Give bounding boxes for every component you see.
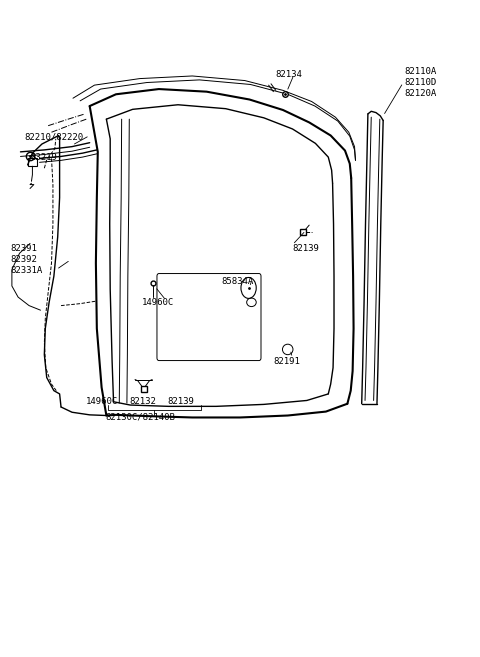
Text: 82191: 82191 [274,357,300,366]
Text: 82132: 82132 [129,397,156,406]
Bar [28,158,37,166]
Text: 83219: 83219 [30,152,57,162]
Text: 82130C/82140B: 82130C/82140B [106,413,175,421]
Text: 82210/82220: 82210/82220 [24,132,84,141]
Text: 85834A: 85834A [221,277,253,286]
Text: 82331A: 82331A [10,267,42,275]
Text: 82110A: 82110A [405,67,437,76]
Text: 82391: 82391 [10,244,37,253]
Text: 82110D: 82110D [405,78,437,87]
Text: 82134: 82134 [276,70,303,79]
Text: 14960C: 14960C [86,397,119,406]
Text: 82139: 82139 [168,397,194,406]
Text: 82392: 82392 [10,256,37,264]
Text: 82139: 82139 [292,244,319,253]
Text: 82120A: 82120A [405,89,437,98]
Text: 14960C: 14960C [142,298,174,307]
